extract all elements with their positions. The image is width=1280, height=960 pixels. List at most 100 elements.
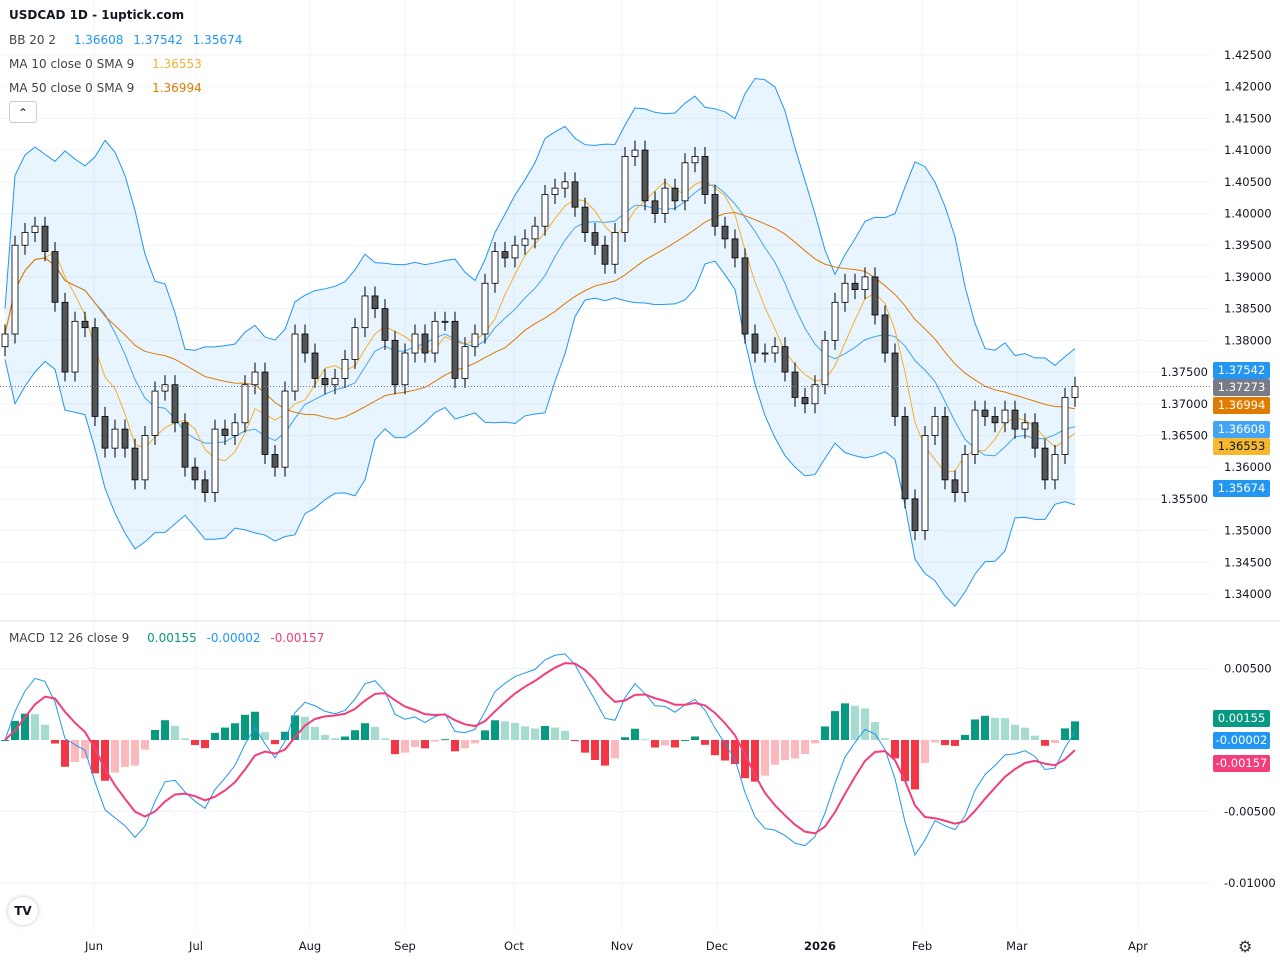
candle-body xyxy=(261,371,269,455)
candle-body xyxy=(891,352,899,417)
macd-histogram-bar xyxy=(711,740,719,756)
candle-body xyxy=(581,206,589,233)
bb-upper-price-label: 1.37542 xyxy=(1213,362,1270,379)
y-tick-label: 1.40500 xyxy=(1224,175,1272,189)
candle-body xyxy=(981,409,989,417)
candle-body xyxy=(71,320,79,373)
candle-body xyxy=(901,416,909,500)
macd-histogram-bar xyxy=(981,715,989,740)
macd-histogram-bar xyxy=(691,736,699,740)
candle-body xyxy=(401,352,409,386)
bb-lower-price-label: 1.35674 xyxy=(1213,480,1270,497)
macd-histogram-bar xyxy=(1001,718,1009,740)
macd-histogram-bar xyxy=(361,723,369,740)
candle-body xyxy=(691,156,699,164)
macd-histogram-bar xyxy=(631,728,639,740)
macd-histogram-bar xyxy=(51,740,59,744)
ma50-value: 1.36994 xyxy=(152,81,202,95)
candle-body xyxy=(971,409,979,455)
candle-body xyxy=(881,314,889,354)
macd-histogram-bar xyxy=(451,740,459,752)
bb-upper-value: 1.37542 xyxy=(133,33,183,47)
x-tick-label: Apr xyxy=(1128,939,1148,953)
macd-histogram-bar xyxy=(931,740,939,743)
macd-y-tick-label: -0.01000 xyxy=(1224,876,1276,890)
macd-hist-value: 0.00155 xyxy=(147,631,197,645)
y-tick-label: 1.36500 xyxy=(1160,428,1208,442)
candle-body xyxy=(591,232,599,246)
candle-body xyxy=(451,320,459,379)
tradingview-logo[interactable]: TV xyxy=(8,897,38,925)
candle-body xyxy=(861,276,869,291)
candle-body xyxy=(271,454,279,468)
macd-histogram-bar xyxy=(991,717,999,740)
candle-body xyxy=(671,187,679,202)
candle-body xyxy=(1061,397,1069,455)
candle-body xyxy=(941,416,949,481)
macd-histogram-bar xyxy=(181,738,189,740)
candle-body xyxy=(491,251,499,284)
candle-body xyxy=(801,397,809,405)
candle-body xyxy=(721,225,729,240)
candle-body xyxy=(681,162,689,202)
candle-body xyxy=(321,377,329,386)
candle-body xyxy=(101,416,109,449)
macd-histogram-bar xyxy=(171,725,179,740)
macd-histogram-bar xyxy=(241,714,249,740)
candle-body xyxy=(411,333,419,354)
macd-y-tick-label: 0.00500 xyxy=(1224,662,1272,676)
macd-histogram-bar xyxy=(1041,740,1049,746)
candle-body xyxy=(311,352,319,379)
candle-body xyxy=(431,320,439,354)
chevron-up-icon: ⌃ xyxy=(17,106,29,120)
y-tick-label: 1.38500 xyxy=(1224,302,1272,316)
macd-histogram-bar xyxy=(1051,740,1059,743)
ma50-line xyxy=(4,212,1076,420)
candle-body xyxy=(51,251,59,303)
macd-histogram-bar xyxy=(21,713,29,740)
candle-body xyxy=(741,257,749,335)
bollinger-band-fill xyxy=(5,78,1075,607)
macd-histogram-bar xyxy=(161,720,169,740)
macd-histogram-bar xyxy=(941,740,949,746)
macd-hist-price-label: 0.00155 xyxy=(1213,710,1270,727)
macd-histogram-bar xyxy=(701,740,709,745)
macd-histogram-bar xyxy=(431,740,439,742)
macd-histogram-bar xyxy=(301,716,309,740)
collapse-legend-button[interactable]: ⌃ xyxy=(9,101,37,123)
candle-body xyxy=(621,156,629,233)
macd-histogram-bar xyxy=(411,740,419,747)
macd-histogram-bar xyxy=(571,740,579,742)
macd-histogram-bar xyxy=(491,720,499,740)
candle-body xyxy=(251,371,259,386)
candle-body xyxy=(481,282,489,335)
candle-body xyxy=(611,232,619,265)
macd-histogram-bar xyxy=(201,740,209,749)
candle-body xyxy=(161,384,169,392)
macd-histogram-bar xyxy=(61,740,69,767)
macd-histogram-bar xyxy=(261,732,269,740)
macd-histogram-bar xyxy=(221,727,229,740)
x-tick-label: Oct xyxy=(504,939,524,953)
x-tick-label: Jul xyxy=(188,939,203,953)
candle-body xyxy=(751,333,759,354)
candle-body xyxy=(1,333,9,348)
macd-histogram-bar xyxy=(721,740,729,761)
macd-histogram-bar xyxy=(251,711,259,740)
ma50-price-label: 1.36994 xyxy=(1213,397,1270,414)
y-tick-label: 1.41500 xyxy=(1224,111,1272,125)
bb-basis-value: 1.36608 xyxy=(73,33,124,47)
bb-legend-label: BB 20 2 xyxy=(9,33,56,47)
macd-histogram-bar xyxy=(811,740,819,744)
macd-legend: MACD 12 26 close 9 0.00155 -0.00002 -0.0… xyxy=(9,631,330,645)
candle-body xyxy=(731,238,739,259)
candle-body xyxy=(851,282,859,291)
gear-icon[interactable]: ⚙ xyxy=(1238,937,1253,956)
macd-histogram-bar xyxy=(791,740,799,759)
macd-signal-line xyxy=(4,662,1076,835)
macd-histogram-bar xyxy=(41,724,49,740)
y-tick-label: 1.39500 xyxy=(1224,238,1272,252)
macd-histogram-bar xyxy=(101,740,109,781)
macd-histogram-bar xyxy=(861,708,869,740)
